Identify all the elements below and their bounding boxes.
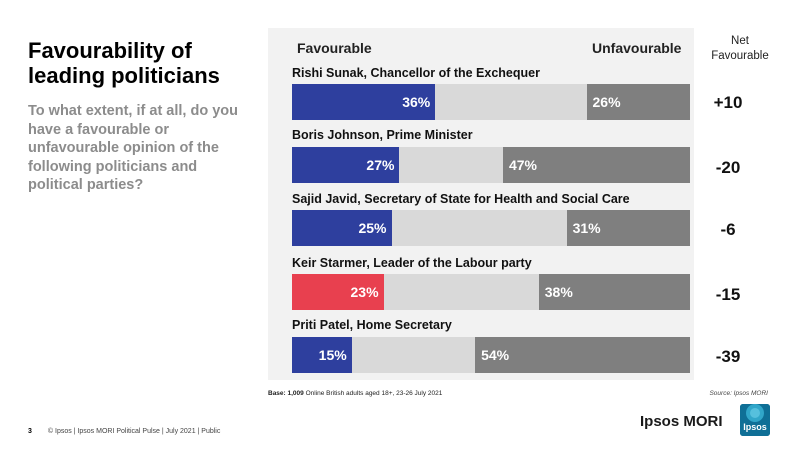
category-label: Priti Patel, Home Secretary	[292, 318, 452, 332]
ipsos-logo-graphic: Ipsos	[740, 404, 770, 436]
unfavourable-header: Unfavourable	[592, 40, 682, 56]
unfavourable-bar: 47%	[502, 147, 690, 183]
page-title: Favourability of leading politicians	[28, 38, 220, 88]
net-header-line1: Net	[731, 35, 749, 47]
base-note: Base: 1,009 Online British adults aged 1…	[268, 390, 442, 397]
net-favourable-value: -15	[715, 285, 741, 304]
net-header-line2: Favourable	[711, 50, 769, 62]
favourable-header: Favourable	[297, 40, 372, 56]
neutral-bar	[399, 147, 503, 183]
favourable-bar: 36%	[292, 84, 436, 120]
neutral-bar	[391, 210, 567, 246]
net-favourable-value: -20	[715, 158, 741, 177]
category-label: Sajid Javid, Secretary of State for Heal…	[292, 192, 630, 206]
base-text: Online British adults aged 18+, 23-26 Ju…	[303, 390, 443, 397]
favourable-bar: 23%	[292, 274, 384, 310]
neutral-bar	[351, 337, 476, 373]
ipsos-logo-icon: Ipsos	[740, 404, 770, 436]
category-label: Rishi Sunak, Chancellor of the Exchequer	[292, 66, 540, 80]
category-label: Keir Starmer, Leader of the Labour party	[292, 256, 532, 270]
favourable-bar: 15%	[292, 337, 352, 373]
neutral-bar	[435, 84, 587, 120]
footer-text: © Ipsos | Ipsos MORI Political Pulse | J…	[47, 428, 221, 435]
unfavourable-bar: 31%	[566, 210, 690, 246]
unfavourable-bar: 54%	[475, 337, 690, 373]
unfavourable-bar: 26%	[586, 84, 690, 120]
favourable-bar: 27%	[292, 147, 400, 183]
net-favourable-value: -39	[715, 347, 741, 366]
page-number: 3	[28, 428, 32, 435]
net-favourable-header: Net Favourable	[700, 34, 780, 64]
favourable-bar: 25%	[292, 210, 392, 246]
question-text: To what extent, if at all, do you have a…	[28, 103, 238, 193]
source-note: Source: Ipsos MORI	[709, 390, 768, 397]
ipsos-mori-logo-text: Ipsos MORI	[640, 413, 723, 430]
category-label: Boris Johnson, Prime Minister	[292, 128, 473, 142]
neutral-bar	[383, 274, 539, 310]
net-favourable-value: -6	[720, 220, 736, 239]
net-favourable-value: +10	[713, 93, 743, 112]
footer: 3 © Ipsos | Ipsos MORI Political Pulse | …	[28, 428, 220, 435]
unfavourable-bar: 38%	[538, 274, 690, 310]
ipsos-logo-badge-text: Ipsos	[743, 422, 767, 432]
base-label: Base: 1,009	[268, 390, 304, 397]
